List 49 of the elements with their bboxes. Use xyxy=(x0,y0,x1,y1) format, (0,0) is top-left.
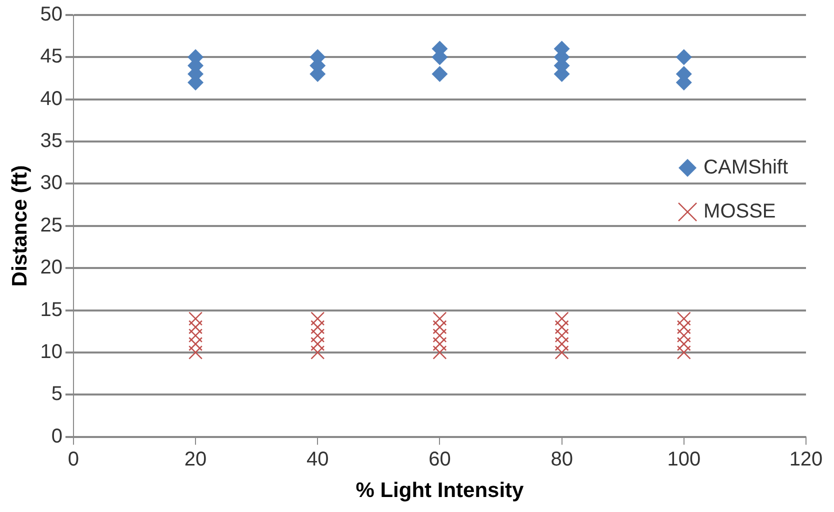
point xyxy=(310,320,325,334)
point xyxy=(554,320,569,334)
point xyxy=(188,345,203,360)
y-tick-label: 5 xyxy=(51,383,62,406)
legend-label: CAMShift xyxy=(704,156,788,178)
point xyxy=(676,345,691,360)
point xyxy=(188,312,203,326)
point xyxy=(676,328,691,343)
y-tick-label: 30 xyxy=(40,172,62,194)
x-tick-label: 60 xyxy=(428,448,451,470)
point xyxy=(554,312,569,326)
x-tick-label: 0 xyxy=(68,448,80,470)
point xyxy=(310,345,325,360)
x-tick-label: 20 xyxy=(184,448,207,470)
point xyxy=(188,336,203,352)
y-tick-label: 50 xyxy=(40,4,62,26)
y-tick-label: 20 xyxy=(40,256,62,279)
x-axis-title: % Light Intensity xyxy=(356,479,524,502)
point xyxy=(432,336,447,352)
point xyxy=(676,336,691,352)
x-tick-label: 100 xyxy=(667,448,701,470)
y-tick-label: 10 xyxy=(40,340,62,363)
point xyxy=(432,320,447,334)
point xyxy=(188,320,203,334)
y-tick-label: 40 xyxy=(40,88,62,110)
point xyxy=(554,345,569,360)
y-tick-label: 25 xyxy=(40,214,62,236)
point xyxy=(676,312,691,326)
point xyxy=(432,66,448,82)
point xyxy=(432,312,447,326)
y-tick-label: 15 xyxy=(40,298,62,321)
point xyxy=(554,336,569,352)
x-tick-label: 80 xyxy=(550,448,573,470)
legend-label: MOSSE xyxy=(704,200,776,222)
x-tick-label: 120 xyxy=(789,448,823,470)
point xyxy=(310,336,325,352)
point xyxy=(432,345,447,360)
point xyxy=(432,328,447,343)
point xyxy=(188,328,203,343)
y-axis-title: Distance (ft) xyxy=(8,165,32,287)
x-tick-label: 40 xyxy=(306,448,329,470)
point xyxy=(310,312,325,326)
point xyxy=(676,49,692,66)
point xyxy=(310,328,325,343)
y-tick-label: 0 xyxy=(51,425,62,448)
y-tick-label: 35 xyxy=(40,130,62,152)
y-tick-label: 45 xyxy=(40,46,62,68)
point xyxy=(554,328,569,343)
point xyxy=(676,320,691,334)
